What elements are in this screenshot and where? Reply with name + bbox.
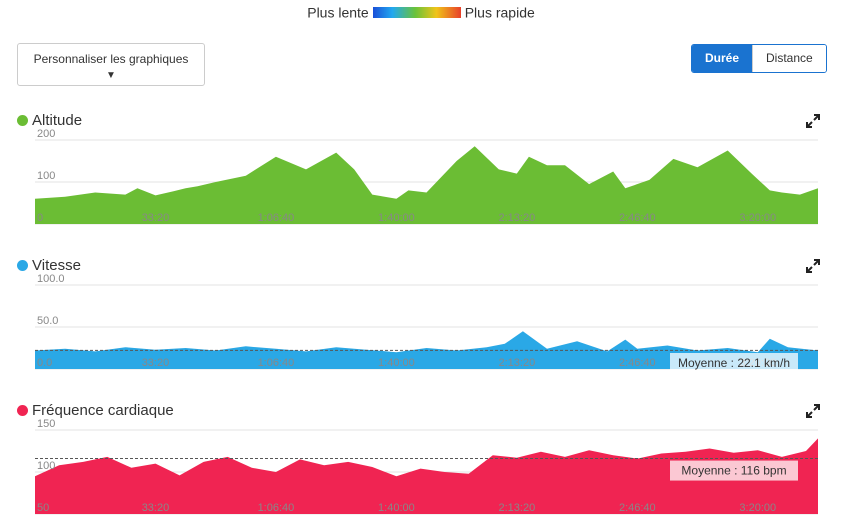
heart-rate-title: Fréquence cardiaque [32,402,174,419]
average-label-box [670,353,798,373]
x-tick-label: 1:06:40 [258,357,295,369]
y-tick-label: 50.0 [37,315,58,327]
x-tick-label: 1:40:00 [378,357,415,369]
x-tick-label: 33:20 [142,502,170,514]
y-tick-label: 100 [37,460,55,472]
altitude-dot-icon [17,115,28,126]
speed-title: Vitesse [32,257,81,274]
heart-rate-panel-title: Fréquence cardiaque [17,402,174,419]
x-tick-label: 1:40:00 [378,212,415,224]
average-label: Moyenne : 116 bpm [681,464,786,478]
expand-icon[interactable] [806,259,820,273]
x-tick-label: 3:20:00 [739,502,776,514]
x-tick-label: 2:46:40 [619,212,656,224]
x-tick-label: 1:06:40 [258,212,295,224]
speed-gradient-bar [372,6,461,18]
x-tick-label: 33:20 [142,357,170,369]
speed-color-legend: Plus lente Plus rapide [0,3,842,20]
customize-charts-button[interactable]: Personnaliser les graphiques ▼ [17,43,205,86]
x-tick-label: 2:46:40 [619,502,656,514]
expand-icon[interactable] [806,114,820,128]
average-label-box [670,460,798,481]
speed-chart: 100.0 50.0 0.0 33:20 1:06:40 1:40:00 2:13:20 2:… [35,273,818,373]
distance-toggle-button[interactable]: Distance [752,45,826,72]
y-tick-label: 100 [37,170,55,182]
series-area [35,146,818,224]
x-tick-label: 2:46:40 [619,357,656,369]
legend-slow-label: Plus lente [307,4,369,21]
x-tick-label: 3:20:00 [739,212,776,224]
y-tick-label: 200 [37,128,55,140]
altitude-title: Altitude [32,112,83,129]
speed-dot-icon [17,260,28,271]
altitude-panel-title: Altitude [17,112,82,129]
heart-rate-chart: 150 100 50 33:20 1:06:40 1:40:00 2:13:20 2:46:4… [35,418,818,515]
caret-down-icon: ▼ [106,70,116,81]
x-tick-label: 33:20 [142,212,170,224]
x-tick-label: 1:40:00 [378,502,415,514]
customize-charts-label: Personnaliser les graphiques [33,52,189,66]
x-tick-label: 2:13:20 [498,502,535,514]
average-label: Moyenne : 22.1 km/h [678,356,790,370]
legend-fast-label: Plus rapide [464,4,535,21]
y-tick-label: 0 [37,212,43,224]
altitude-chart: 200 100 0 33:20 1:06:40 1:40:00 2:13:20 2:46:40… [35,128,818,225]
y-tick-label: 0.0 [37,357,52,369]
heart-rate-dot-icon [17,405,28,416]
y-tick-label: 150 [37,418,55,430]
expand-icon[interactable] [806,404,820,418]
x-tick-label: 2:13:20 [498,212,535,224]
x-tick-label: 1:06:40 [258,502,295,514]
y-tick-label: 50 [37,502,49,514]
axis-mode-toggle: Durée Distance [691,44,827,73]
speed-panel-title: Vitesse [17,257,81,274]
y-tick-label: 100.0 [37,273,65,285]
series-area [35,438,818,514]
duration-toggle-button[interactable]: Durée [692,45,753,72]
x-tick-label: 2:13:20 [498,357,535,369]
